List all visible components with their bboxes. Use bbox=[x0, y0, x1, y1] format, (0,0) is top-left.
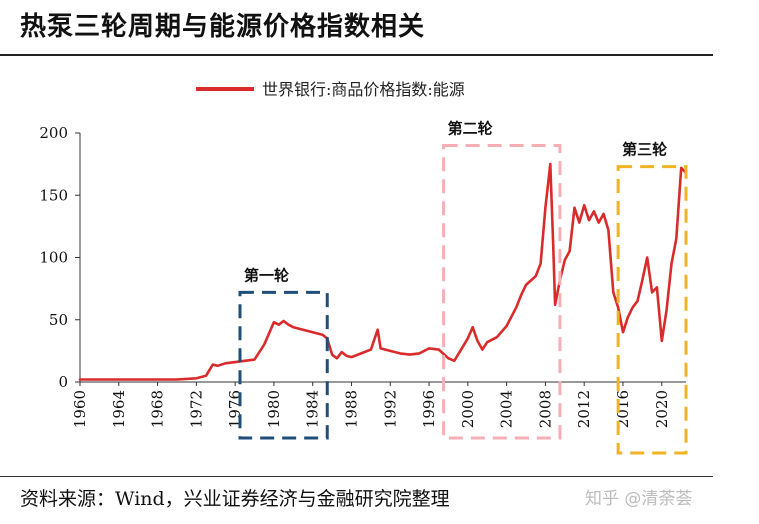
round-label-2: 第二轮 bbox=[448, 119, 493, 137]
round-box-3 bbox=[616, 165, 688, 455]
footer-divider bbox=[0, 476, 713, 477]
x-tick-label: 1972 bbox=[187, 390, 205, 428]
legend-label: 世界银行:商品价格指数:能源 bbox=[262, 80, 465, 99]
x-tick-label: 2008 bbox=[536, 390, 554, 428]
series-line-energy-index bbox=[78, 162, 688, 381]
y-tick-label: 200 bbox=[39, 124, 68, 142]
round-label-3: 第三轮 bbox=[622, 141, 667, 159]
x-tick-label: 1980 bbox=[265, 390, 283, 428]
x-tick-label: 1992 bbox=[381, 390, 399, 428]
round-label-1: 第一轮 bbox=[244, 266, 289, 284]
y-tick-label: 50 bbox=[49, 311, 68, 329]
y-tick-label: 100 bbox=[39, 249, 68, 267]
round-box-1 bbox=[238, 290, 329, 440]
watermark: 知乎 @清荼荟 bbox=[585, 489, 693, 509]
x-tick-label: 2004 bbox=[498, 390, 516, 428]
x-tick-label: 1960 bbox=[71, 390, 89, 428]
title-divider bbox=[0, 54, 713, 56]
x-tick-label: 1984 bbox=[304, 390, 322, 428]
x-tick-label: 1988 bbox=[342, 390, 360, 428]
x-tick-label: 1996 bbox=[420, 390, 438, 428]
chart-title: 热泵三轮周期与能源价格指数相关 bbox=[20, 12, 426, 42]
y-tick-label: 150 bbox=[39, 186, 68, 204]
round-box-2 bbox=[442, 143, 562, 440]
x-tick-label: 1964 bbox=[110, 390, 128, 428]
source-note: 资料来源：Wind，兴业证券经济与金融研究院整理 bbox=[20, 488, 450, 510]
x-tick-label: 2000 bbox=[459, 390, 477, 428]
x-tick-label: 1968 bbox=[149, 390, 167, 428]
x-tick-label: 2012 bbox=[575, 390, 593, 428]
x-tick-label: 2020 bbox=[653, 390, 671, 428]
y-tick-label: 0 bbox=[58, 373, 68, 391]
